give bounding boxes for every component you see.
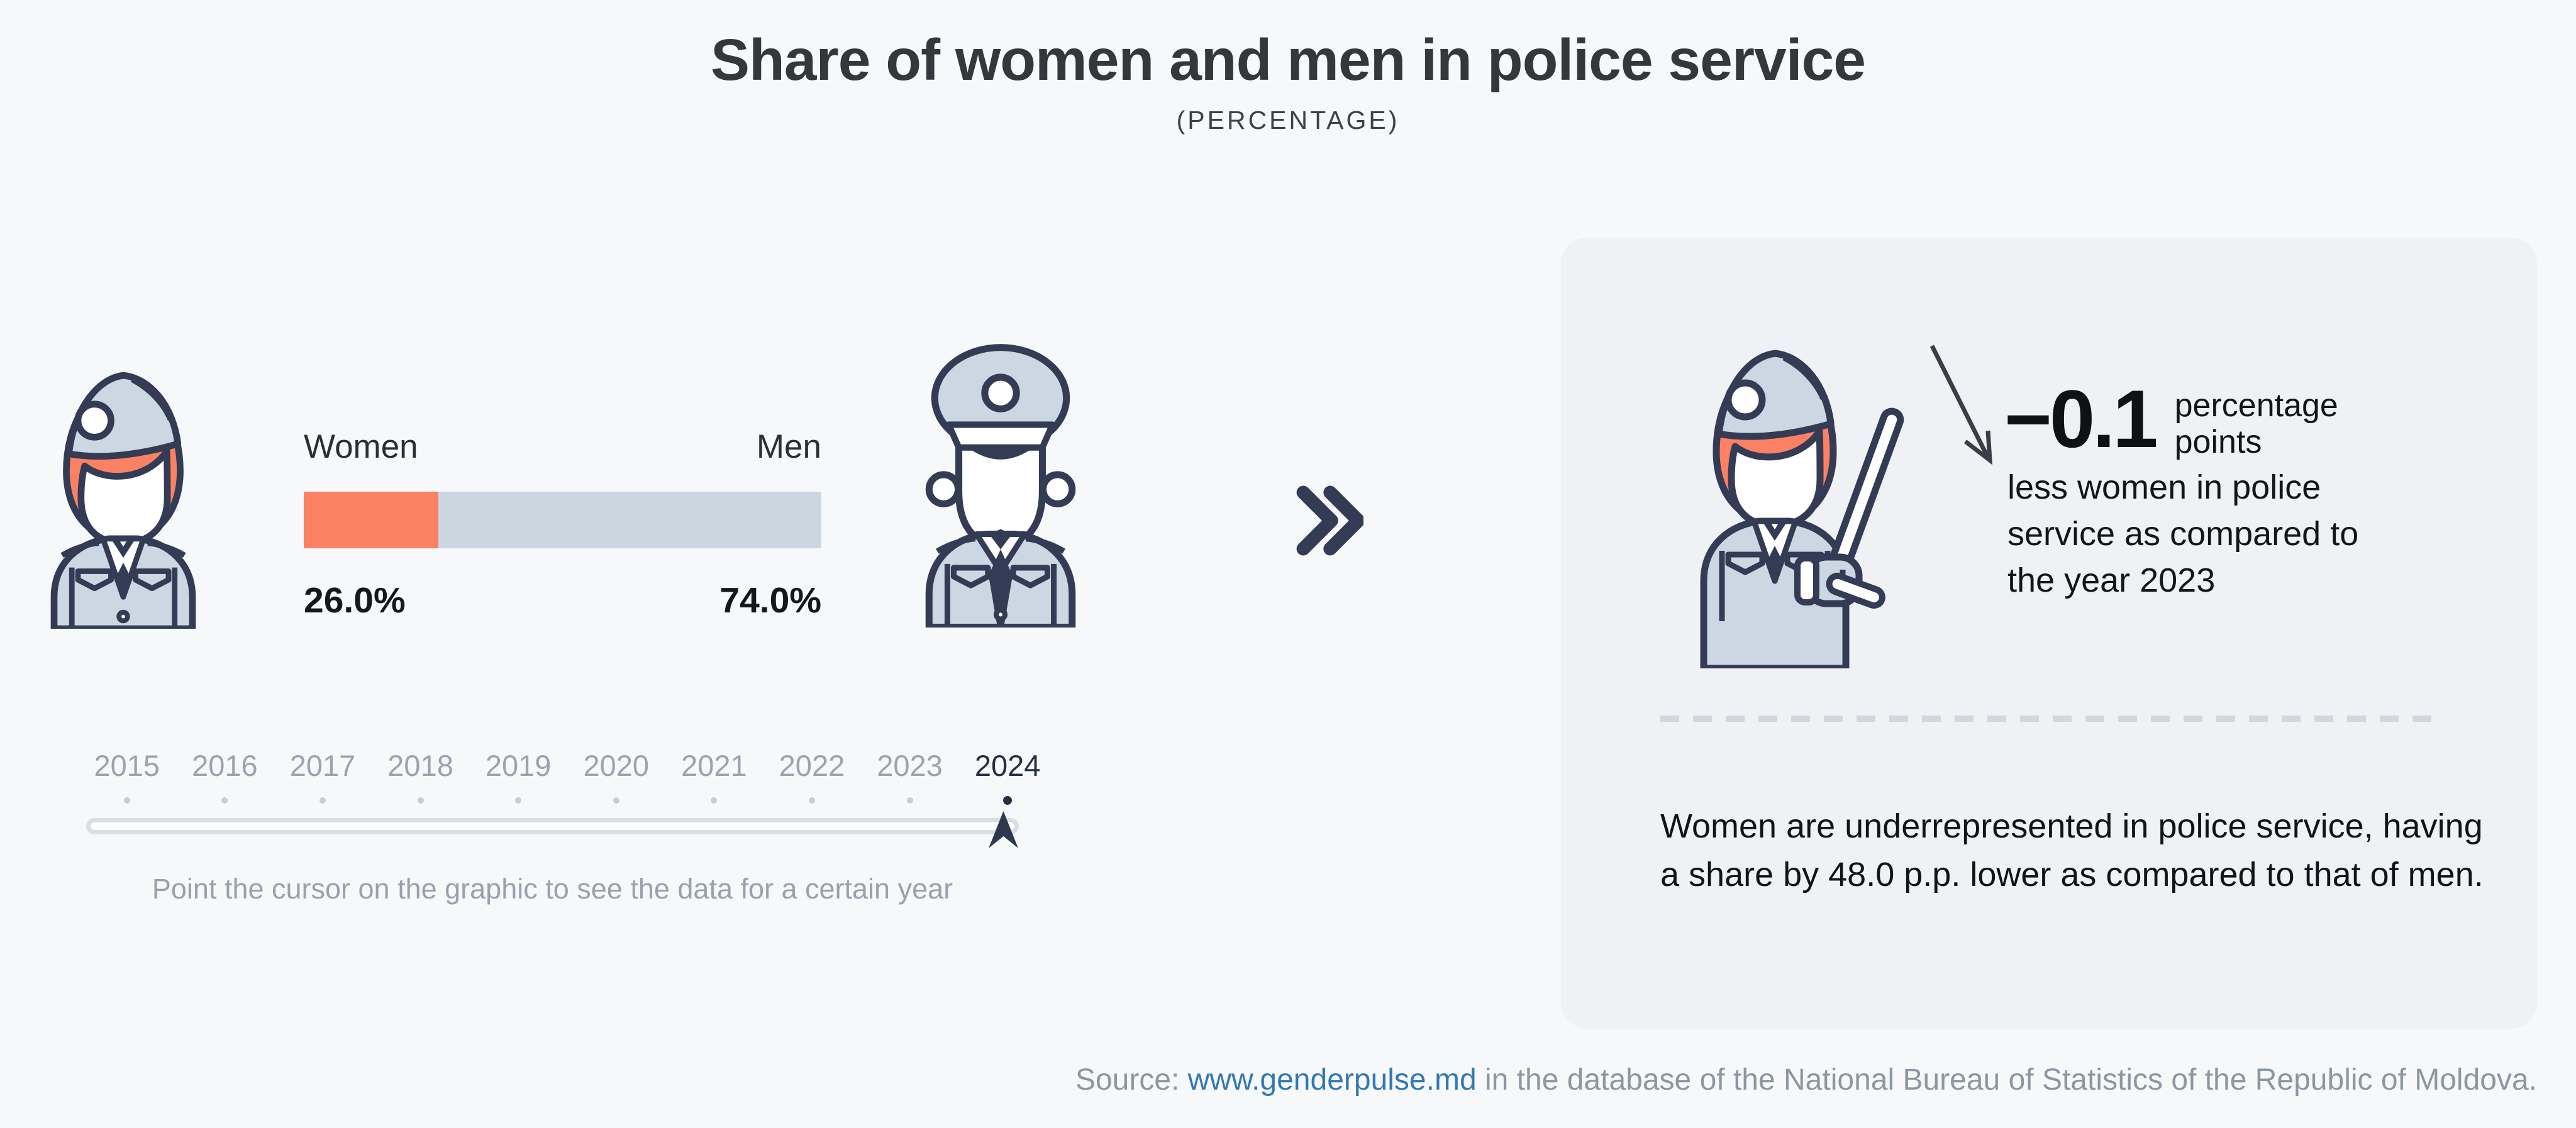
year-label[interactable]: 2018 bbox=[387, 749, 453, 782]
page-subtitle: (PERCENTAGE) bbox=[1176, 106, 1400, 135]
gender-share-bar[interactable] bbox=[304, 492, 821, 548]
bar-labels: Women Men bbox=[304, 428, 821, 466]
down-trend-arrow-icon bbox=[1929, 345, 1992, 465]
year-item-2022[interactable]: 2022 bbox=[763, 749, 861, 805]
year-label[interactable]: 2017 bbox=[289, 749, 356, 782]
policewoman-baton-icon bbox=[1700, 350, 1904, 668]
slider-caption: Point the cursor on the graphic to see t… bbox=[152, 873, 953, 905]
panel-summary: Women are underrepresented in police ser… bbox=[1660, 807, 2484, 893]
year-label[interactable]: 2020 bbox=[583, 749, 650, 782]
dashed-divider bbox=[1660, 716, 2445, 722]
bar-values: 26.0% 74.0% bbox=[304, 580, 821, 621]
double-chevron-icon bbox=[1296, 485, 1363, 556]
year-dot bbox=[123, 797, 130, 804]
year-dot bbox=[515, 797, 522, 804]
label-women: Women bbox=[304, 428, 418, 465]
source-line: Source: www.genderpulse.md in the databa… bbox=[1075, 1063, 2537, 1098]
year-label[interactable]: 2023 bbox=[877, 749, 943, 782]
year-item-2024-selected[interactable]: 2024 bbox=[958, 749, 1057, 805]
value-women: 26.0% bbox=[304, 580, 406, 621]
year-dot bbox=[319, 797, 326, 804]
year-item-2015[interactable]: 2015 bbox=[78, 749, 176, 805]
year-slider[interactable]: 2015 2016 2017 2018 2019 2020 2021 2022 … bbox=[78, 749, 1057, 805]
delta-row: −0.1 percentage points bbox=[2004, 377, 2370, 461]
year-label[interactable]: 2019 bbox=[485, 749, 552, 782]
delta-value: −0.1 bbox=[2004, 373, 2158, 465]
delta-unit: percentage points bbox=[2174, 387, 2338, 460]
year-item-2023[interactable]: 2023 bbox=[861, 749, 959, 805]
label-men: Men bbox=[756, 428, 821, 465]
year-item-2021[interactable]: 2021 bbox=[665, 749, 763, 805]
year-label[interactable]: 2016 bbox=[192, 749, 258, 782]
page-title: Share of women and men in police service bbox=[710, 27, 1866, 92]
year-dot bbox=[711, 797, 718, 804]
source-link[interactable]: www.genderpulse.md bbox=[1187, 1063, 1477, 1097]
year-dot bbox=[613, 797, 619, 804]
year-label[interactable]: 2015 bbox=[94, 749, 160, 782]
value-men: 74.0% bbox=[719, 580, 821, 621]
year-item-2019[interactable]: 2019 bbox=[469, 749, 567, 805]
bar-segment-women[interactable] bbox=[304, 492, 438, 548]
source-prefix: Source: bbox=[1075, 1063, 1188, 1097]
timeline-marker-icon[interactable] bbox=[989, 811, 1018, 848]
year-dot bbox=[808, 797, 815, 804]
source-suffix: in the database of the National Bureau o… bbox=[1476, 1063, 2537, 1097]
year-item-2020[interactable]: 2020 bbox=[567, 749, 665, 805]
policeman-icon bbox=[925, 344, 1076, 628]
year-dot bbox=[417, 797, 424, 804]
year-item-2017[interactable]: 2017 bbox=[274, 749, 372, 805]
bar-segment-men[interactable] bbox=[438, 492, 821, 548]
year-dot bbox=[221, 797, 228, 804]
year-dot bbox=[906, 797, 913, 804]
slider-track[interactable] bbox=[86, 818, 1019, 834]
year-item-2018[interactable]: 2018 bbox=[372, 749, 470, 805]
year-item-2016[interactable]: 2016 bbox=[176, 749, 274, 805]
year-label[interactable]: 2024 bbox=[974, 749, 1041, 782]
insight-panel: −0.1 percentage points less women in pol… bbox=[1561, 238, 2537, 1029]
policewoman-icon bbox=[50, 372, 196, 629]
year-label[interactable]: 2022 bbox=[779, 749, 845, 782]
year-label[interactable]: 2021 bbox=[681, 749, 747, 782]
year-dot bbox=[1003, 796, 1013, 805]
delta-description: less women in police service as compared… bbox=[2007, 468, 2359, 599]
